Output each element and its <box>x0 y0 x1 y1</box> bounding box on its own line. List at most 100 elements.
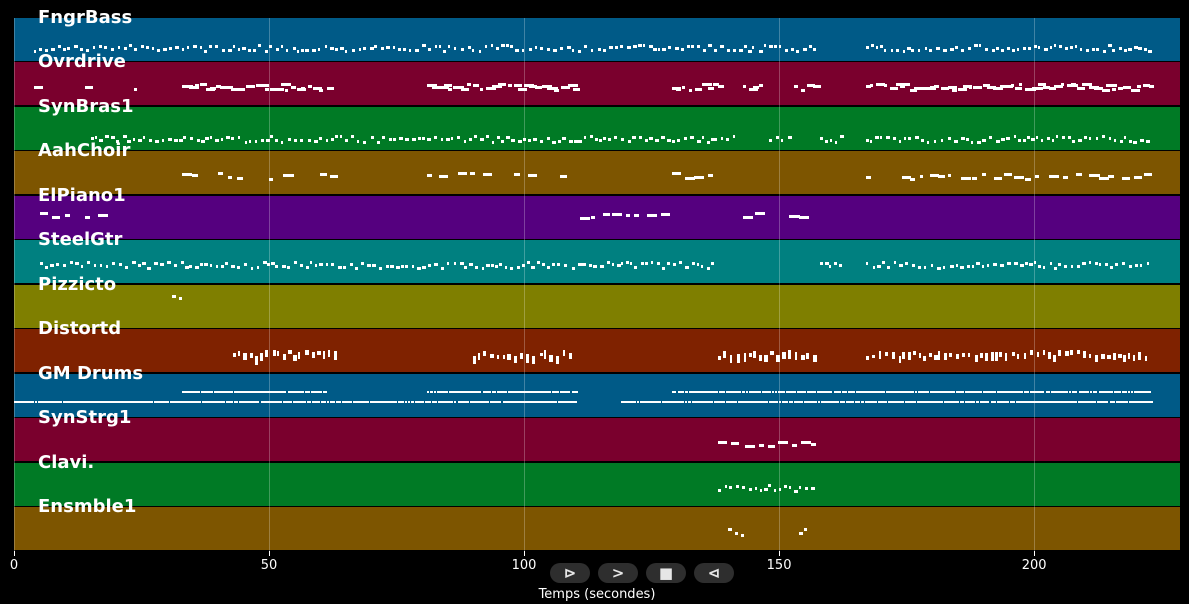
note <box>783 484 788 488</box>
note <box>1048 390 1051 393</box>
note <box>688 390 692 393</box>
forward-button[interactable]: > <box>598 563 638 583</box>
note <box>976 262 980 266</box>
note <box>796 400 800 403</box>
note <box>937 175 946 179</box>
note <box>967 400 972 403</box>
note <box>817 400 821 403</box>
note <box>566 400 569 403</box>
note <box>527 138 532 142</box>
note <box>497 400 501 403</box>
note <box>1048 87 1057 91</box>
note <box>791 444 798 448</box>
note <box>746 400 750 403</box>
note <box>393 137 396 141</box>
note <box>616 264 621 268</box>
note <box>286 266 290 270</box>
note <box>250 353 253 358</box>
note <box>648 136 653 140</box>
note <box>209 45 213 48</box>
note <box>1007 262 1011 266</box>
note <box>743 45 747 48</box>
note <box>1076 265 1080 269</box>
note <box>369 400 374 403</box>
note <box>309 261 312 265</box>
note <box>932 390 937 393</box>
note <box>883 84 888 88</box>
note <box>167 261 171 265</box>
note <box>1014 87 1023 91</box>
note <box>788 400 792 403</box>
play-button[interactable]: ⊳ <box>550 563 590 583</box>
note <box>1006 390 1010 393</box>
note <box>485 87 497 91</box>
note <box>350 263 353 267</box>
note <box>626 400 630 403</box>
note <box>812 400 816 403</box>
note <box>102 400 105 403</box>
note <box>967 353 970 357</box>
track-label: SynStrg1 <box>38 407 132 429</box>
note <box>39 48 42 51</box>
note <box>1061 135 1066 139</box>
note <box>824 139 829 143</box>
note <box>940 390 945 393</box>
note <box>138 400 143 403</box>
back-button[interactable]: ⊲ <box>694 563 734 583</box>
note <box>260 138 265 142</box>
note <box>700 265 703 269</box>
note <box>366 400 369 403</box>
note <box>243 353 247 361</box>
note <box>304 390 309 393</box>
note <box>870 84 874 88</box>
note <box>1020 400 1023 403</box>
note <box>1034 390 1038 393</box>
note <box>466 400 470 403</box>
note <box>471 390 475 393</box>
note <box>884 49 887 52</box>
note <box>940 138 944 142</box>
note <box>696 263 699 267</box>
note <box>290 86 296 90</box>
note <box>246 400 250 403</box>
note <box>1088 86 1099 90</box>
note <box>1140 400 1143 403</box>
note <box>296 400 300 403</box>
note <box>880 400 885 403</box>
note <box>133 137 136 141</box>
note <box>789 214 801 218</box>
note <box>1058 263 1062 267</box>
note <box>451 136 454 140</box>
note <box>408 49 411 52</box>
note <box>204 50 207 53</box>
note <box>282 265 286 269</box>
note <box>670 400 674 403</box>
note <box>534 400 538 403</box>
note <box>1030 350 1033 355</box>
note <box>267 400 271 403</box>
note <box>737 354 741 363</box>
note <box>865 46 869 49</box>
stop-button[interactable]: ■ <box>646 563 686 583</box>
note <box>717 441 728 445</box>
note <box>1095 262 1098 266</box>
note <box>834 262 837 266</box>
note <box>335 400 339 403</box>
note <box>889 87 899 91</box>
note <box>642 44 646 47</box>
note <box>900 85 905 89</box>
note <box>943 390 948 393</box>
note <box>981 173 986 177</box>
note <box>242 390 247 393</box>
note <box>1009 390 1013 393</box>
note <box>118 263 123 267</box>
note <box>1058 350 1061 356</box>
note <box>238 88 246 92</box>
note <box>230 400 233 403</box>
note <box>743 85 747 89</box>
note <box>235 400 239 403</box>
track-label: Distortd <box>38 318 122 340</box>
note <box>1091 48 1096 51</box>
note <box>954 139 959 143</box>
note <box>448 88 453 92</box>
